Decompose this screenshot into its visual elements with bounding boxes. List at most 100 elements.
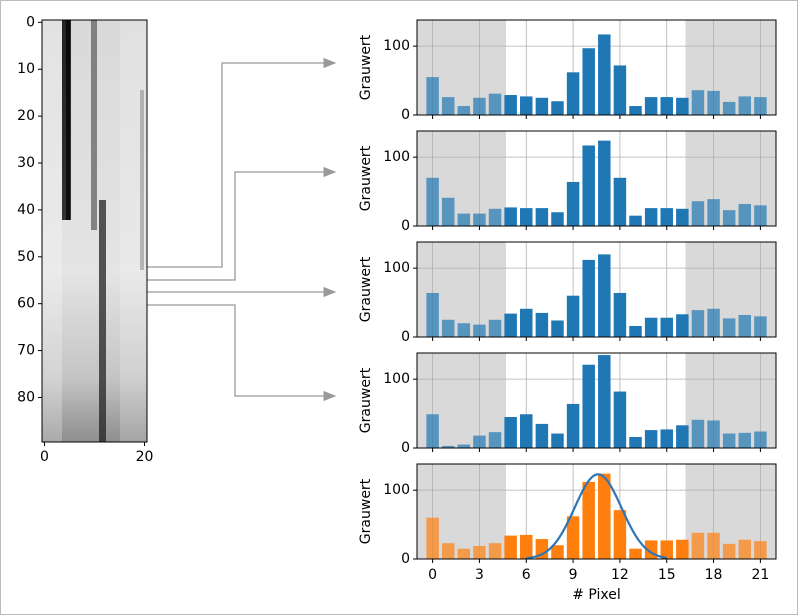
bar xyxy=(598,474,610,559)
bar xyxy=(645,97,657,115)
bar xyxy=(645,208,657,226)
y-tick-label: 100 xyxy=(383,371,410,387)
bar xyxy=(458,445,470,448)
bar xyxy=(489,432,501,448)
bar xyxy=(660,318,672,337)
y-axis-label: Grauwert xyxy=(358,478,374,544)
x-tick-label: 6 xyxy=(522,567,531,583)
bar xyxy=(676,314,688,337)
bar xyxy=(426,77,438,115)
bar xyxy=(520,309,532,337)
bar xyxy=(723,434,735,448)
bar xyxy=(582,260,594,337)
y-tick-label: 0 xyxy=(401,107,410,123)
bar xyxy=(598,355,610,448)
bar xyxy=(629,216,641,226)
bar xyxy=(504,536,516,559)
y-tick-label: 0 xyxy=(401,329,410,345)
bar xyxy=(598,141,610,226)
y-tick-label: 50 xyxy=(17,249,35,265)
bar xyxy=(520,414,532,448)
bar xyxy=(536,98,548,115)
y-tick-label: 100 xyxy=(383,482,410,498)
bar xyxy=(458,214,470,226)
y-tick-label: 0 xyxy=(401,218,410,234)
bar xyxy=(458,323,470,337)
bar xyxy=(551,101,563,115)
y-axis-label: Grauwert xyxy=(358,367,374,433)
bar xyxy=(645,318,657,337)
bar xyxy=(504,417,516,448)
bar xyxy=(598,34,610,115)
bar xyxy=(582,365,594,448)
bar xyxy=(473,214,485,226)
bar xyxy=(442,543,454,559)
bar xyxy=(473,98,485,115)
bar xyxy=(520,96,532,115)
bar xyxy=(426,178,438,226)
bar xyxy=(614,392,626,448)
bar xyxy=(707,199,719,226)
y-tick-label: 20 xyxy=(17,108,35,124)
image xyxy=(42,20,147,442)
x-tick-label: 21 xyxy=(751,567,769,583)
bar xyxy=(489,209,501,226)
bar xyxy=(739,204,751,226)
bar xyxy=(614,65,626,115)
bar xyxy=(567,182,579,226)
arrows xyxy=(147,63,335,396)
bar xyxy=(660,429,672,448)
bar xyxy=(754,316,766,337)
bar xyxy=(442,198,454,226)
bar xyxy=(426,414,438,448)
bar xyxy=(489,543,501,559)
y-axis-label: Grauwert xyxy=(358,256,374,322)
bar xyxy=(692,310,704,337)
bar xyxy=(660,97,672,115)
bar xyxy=(458,549,470,559)
bar xyxy=(598,254,610,337)
bar xyxy=(567,296,579,337)
bar xyxy=(723,318,735,337)
bar xyxy=(739,315,751,337)
y-tick-label: 60 xyxy=(17,296,35,312)
bar xyxy=(614,510,626,559)
bar xyxy=(473,436,485,448)
bar xyxy=(692,420,704,448)
bar xyxy=(551,545,563,559)
bar xyxy=(739,540,751,559)
bar xyxy=(739,433,751,448)
bar xyxy=(473,325,485,337)
bar xyxy=(567,404,579,448)
x-tick-label: 3 xyxy=(475,567,484,583)
bar xyxy=(551,434,563,448)
y-tick-label: 0 xyxy=(26,14,35,30)
y-axis-label: Grauwert xyxy=(358,34,374,100)
bar xyxy=(489,320,501,337)
bar xyxy=(520,208,532,226)
bar xyxy=(754,541,766,559)
bar xyxy=(707,420,719,448)
bar xyxy=(629,326,641,337)
bar xyxy=(426,518,438,559)
bar xyxy=(754,97,766,115)
bar xyxy=(676,540,688,559)
bar xyxy=(442,320,454,337)
bar xyxy=(489,94,501,115)
bar xyxy=(582,48,594,115)
bar xyxy=(536,313,548,337)
y-tick-label: 100 xyxy=(383,149,410,165)
bar xyxy=(458,106,470,115)
bar xyxy=(739,96,751,115)
bar xyxy=(504,95,516,115)
bar xyxy=(676,209,688,226)
y-tick-label: 70 xyxy=(17,343,35,359)
x-tick-label: 18 xyxy=(705,567,723,583)
x-tick-label: 20 xyxy=(136,449,154,465)
bar xyxy=(551,320,563,337)
x-axis-label: # Pixel xyxy=(572,587,621,603)
bar xyxy=(504,207,516,226)
y-tick-label: 0 xyxy=(401,551,410,567)
bar xyxy=(629,549,641,559)
bar xyxy=(676,425,688,448)
